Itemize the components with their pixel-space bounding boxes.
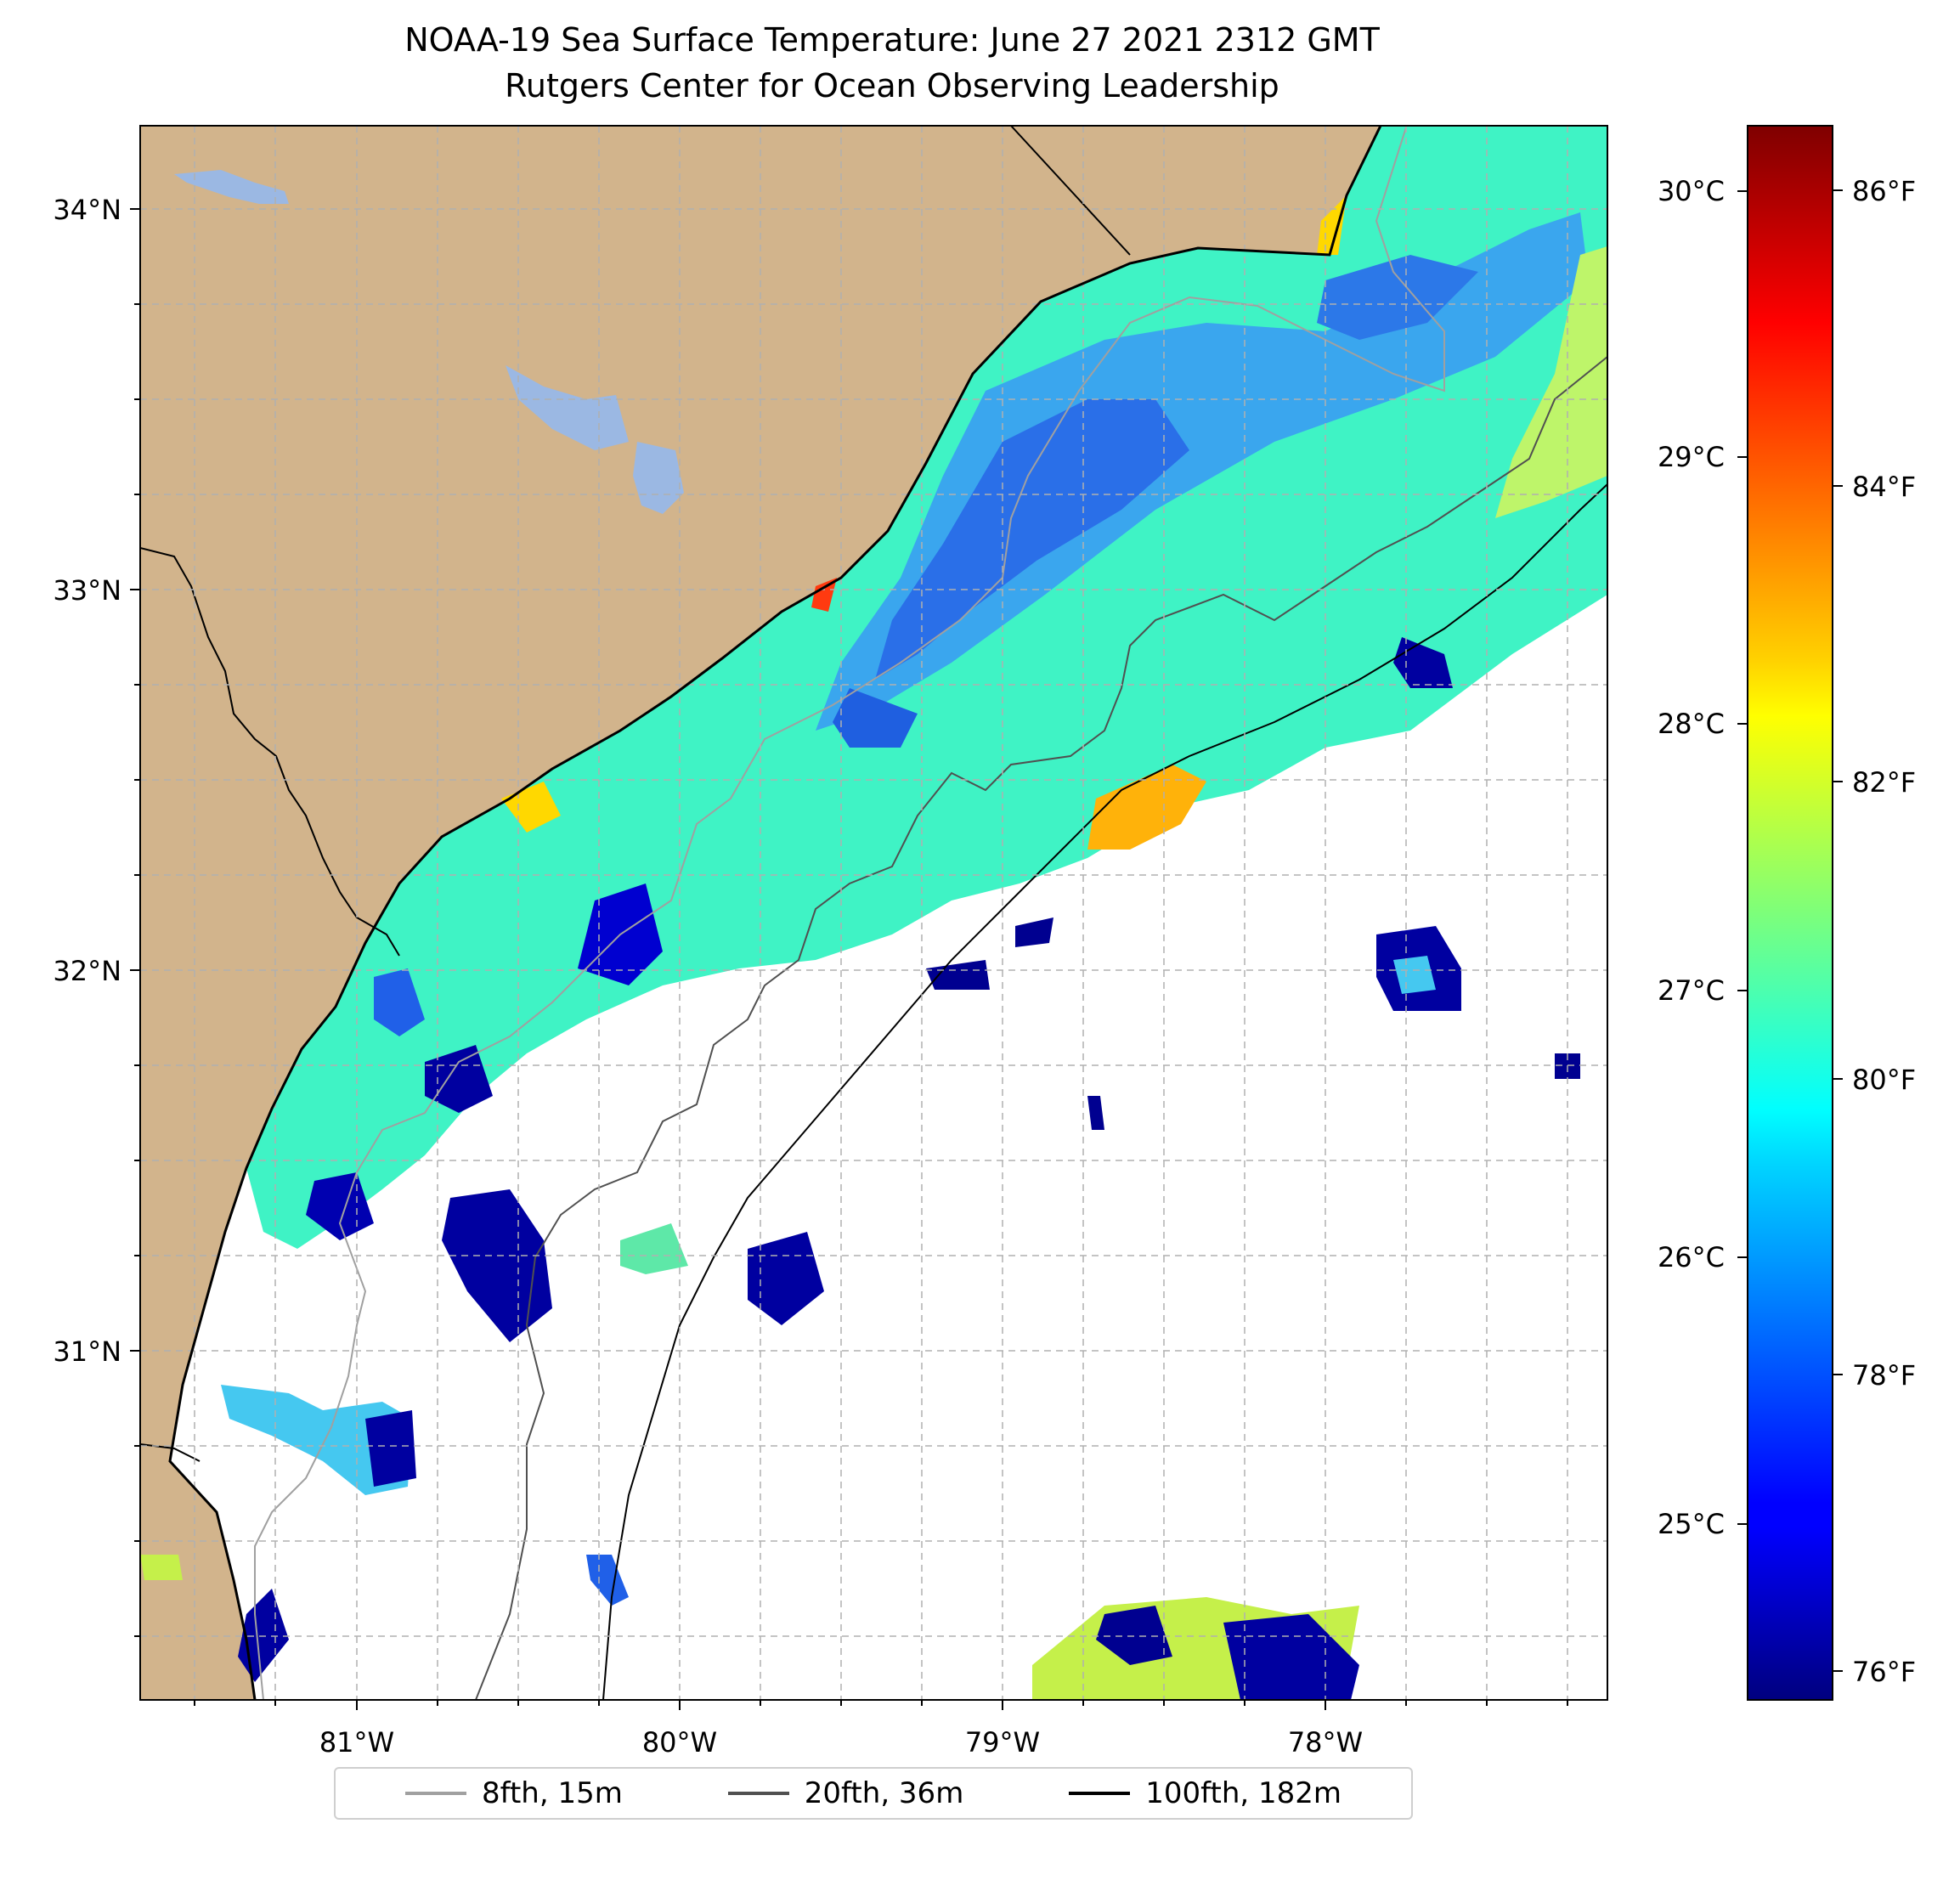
lake-moultrie — [633, 442, 684, 514]
state-border-west — [140, 547, 400, 957]
contour-8fth — [254, 127, 1445, 1700]
colorbar-f-label: 76°F — [1852, 1656, 1916, 1688]
legend-line-icon — [1069, 1792, 1131, 1795]
lon-label-80w: 80°W — [642, 1726, 717, 1759]
colorbar-f-label: 84°F — [1852, 471, 1916, 503]
legend-label: 8fth, 15m — [481, 1776, 623, 1810]
coastline — [168, 126, 1382, 1700]
colorbar-c-label: 25°C — [1658, 1508, 1725, 1540]
colorbar-f-label: 82°F — [1852, 766, 1916, 799]
colorbar-f-label: 78°F — [1852, 1359, 1916, 1392]
legend-label: 100fth, 182m — [1145, 1776, 1342, 1810]
contour-20fth — [475, 356, 1607, 1700]
colorbar-c-label: 28°C — [1658, 708, 1725, 740]
gridlines — [140, 126, 1607, 1700]
lat-label-33n: 33°N — [53, 574, 121, 607]
state-border-north — [1010, 126, 1131, 256]
lat-label-32n: 32°N — [53, 955, 121, 987]
legend-label: 20fth, 36m — [804, 1776, 964, 1810]
colorbar-ticks — [1737, 189, 1843, 1672]
legend-item-8fth: 8fth, 15m — [404, 1776, 623, 1810]
lon-label-78w: 78°W — [1288, 1726, 1363, 1759]
colorbar-f-label: 80°F — [1852, 1064, 1916, 1096]
legend-line-icon — [727, 1792, 789, 1795]
colorbar-c-label: 30°C — [1658, 175, 1725, 207]
chart-subtitle: Rutgers Center for Ocean Observing Leade… — [505, 67, 1279, 104]
contour-legend: 8fth, 15m 20fth, 36m 100fth, 182m — [334, 1767, 1413, 1820]
colorbar-c-label: 27°C — [1658, 974, 1725, 1007]
colorbar-c-label: 29°C — [1658, 441, 1725, 473]
legend-line-icon — [404, 1792, 466, 1795]
colorbar — [1747, 125, 1833, 1701]
map-panel — [140, 126, 1607, 1700]
lat-label-34n: 34°N — [53, 194, 121, 226]
lat-ticks — [130, 208, 140, 1637]
lon-label-81w: 81°W — [319, 1726, 394, 1759]
lake-small — [174, 170, 289, 204]
lat-label-31n: 31°N — [53, 1335, 121, 1368]
land-mass — [140, 126, 1381, 1700]
contour-100fth — [602, 483, 1607, 1700]
lake-marion — [506, 365, 629, 450]
state-border-south — [140, 1443, 201, 1462]
lon-ticks — [194, 1700, 1568, 1710]
lon-label-79w: 79°W — [965, 1726, 1040, 1759]
legend-item-20fth: 20fth, 36m — [727, 1776, 964, 1810]
chart-title: NOAA-19 Sea Surface Temperature: June 27… — [404, 21, 1380, 59]
colorbar-c-label: 26°C — [1658, 1241, 1725, 1273]
legend-item-100fth: 100fth, 182m — [1069, 1776, 1341, 1810]
colorbar-f-label: 86°F — [1852, 175, 1916, 207]
map-frame — [139, 125, 1608, 1701]
